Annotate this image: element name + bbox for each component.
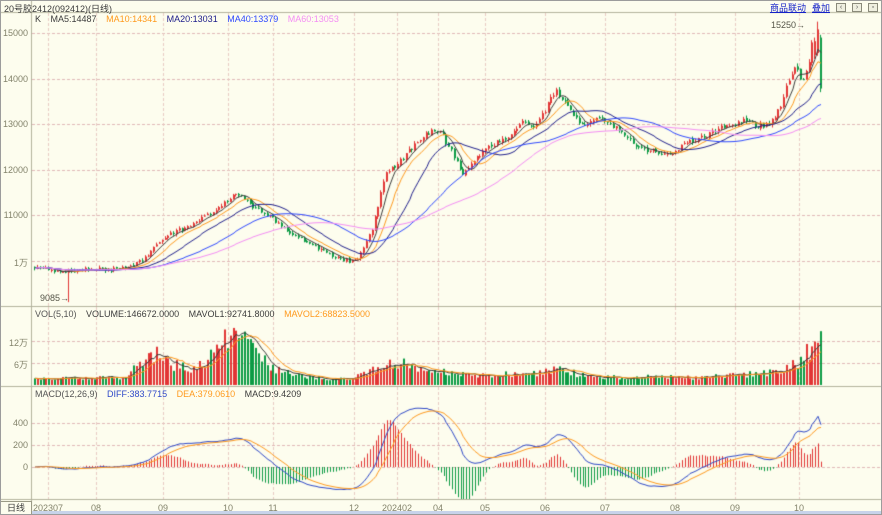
ma60-value: MA60:13053 — [287, 14, 339, 24]
window-bottom-edge — [1, 511, 881, 514]
date-axis-label: 04 — [432, 503, 444, 513]
k-indicator-label: K — [35, 14, 42, 24]
maximize-button[interactable]: ▫ — [868, 2, 878, 12]
low-price-annotation: 9085→ — [40, 293, 70, 303]
vol-value: VOLUME:146672.0000 — [86, 309, 180, 319]
date-axis-label: 09 — [157, 503, 169, 513]
macd-param: MACD(12,26,9) — [35, 389, 98, 399]
contract-title: 20号胶2412(092412)(日线) — [4, 4, 113, 14]
date-axis-label: 06 — [539, 503, 551, 513]
date-axis-label: 202307 — [32, 503, 64, 513]
axis-tick-label: 14000 — [2, 73, 28, 84]
date-axis-label: 10 — [793, 503, 805, 513]
vol-param: VOL(5,10) — [35, 309, 77, 319]
axis-tick-label: 6万 — [13, 359, 28, 370]
axis-tick-label: 1万 — [13, 257, 28, 268]
mavol2-value: MAVOL2:68823.5000 — [284, 309, 370, 319]
date-axis-label: 202402 — [381, 503, 413, 513]
ma20-value: MA20:13031 — [166, 14, 218, 24]
next-button[interactable]: › — [852, 2, 862, 12]
date-axis-label: 12 — [348, 503, 360, 513]
diff-value: DIFF:383.7715 — [107, 389, 168, 399]
date-axis-label: 07 — [599, 503, 611, 513]
ma5-value: MA5:14487 — [50, 14, 97, 24]
date-axis-label: 10 — [222, 503, 234, 513]
kline-legend: K MA5:14487 MA10:14341 MA20:13031 MA40:1… — [35, 14, 346, 24]
overlay-link[interactable]: 叠加 — [811, 2, 830, 13]
toolbar: 商品联动 叠加 ‹ › ▫ — [770, 1, 878, 13]
linkage-link[interactable]: 商品联动 — [769, 2, 806, 13]
ma40-value: MA40:13379 — [227, 14, 279, 24]
axis-tick-label: 15000 — [2, 28, 28, 38]
axis-tick-label: 200 — [12, 440, 28, 450]
macd-header: MACD(12,26,9) DIFF:383.7715 DEA:379.0610… — [35, 389, 308, 399]
dea-value: DEA:379.0610 — [176, 389, 236, 399]
volume-header: VOL(5,10) VOLUME:146672.0000 MAVOL1:9274… — [35, 309, 377, 319]
axis-tick-label: 12万 — [8, 337, 28, 348]
title-bar: 20号胶2412(092412)(日线) 商品联动 叠加 ‹ › ▫ — [1, 1, 881, 14]
axis-tick-label: 0 — [22, 462, 28, 472]
date-axis-label: 08 — [90, 503, 102, 513]
axis-tick-label: 13000 — [2, 119, 28, 129]
axis-tick-label: 11000 — [3, 210, 28, 220]
date-axis-label: 05 — [479, 503, 491, 513]
period-selector[interactable]: 日线 — [1, 501, 32, 514]
date-axis-label: 11 — [268, 503, 278, 513]
date-axis-label: 09 — [729, 503, 741, 513]
date-axis-label: 08 — [669, 503, 681, 513]
macd-value: MACD:9.4209 — [244, 389, 302, 399]
axis-tick-label: 400 — [12, 418, 28, 428]
prev-button[interactable]: ‹ — [836, 2, 846, 12]
high-price-annotation: 15250→ — [771, 19, 806, 30]
mavol1-value: MAVOL1:92741.8000 — [188, 309, 275, 319]
ma10-value: MA10:14341 — [106, 14, 158, 24]
axis-tick-label: 12000 — [2, 164, 28, 175]
